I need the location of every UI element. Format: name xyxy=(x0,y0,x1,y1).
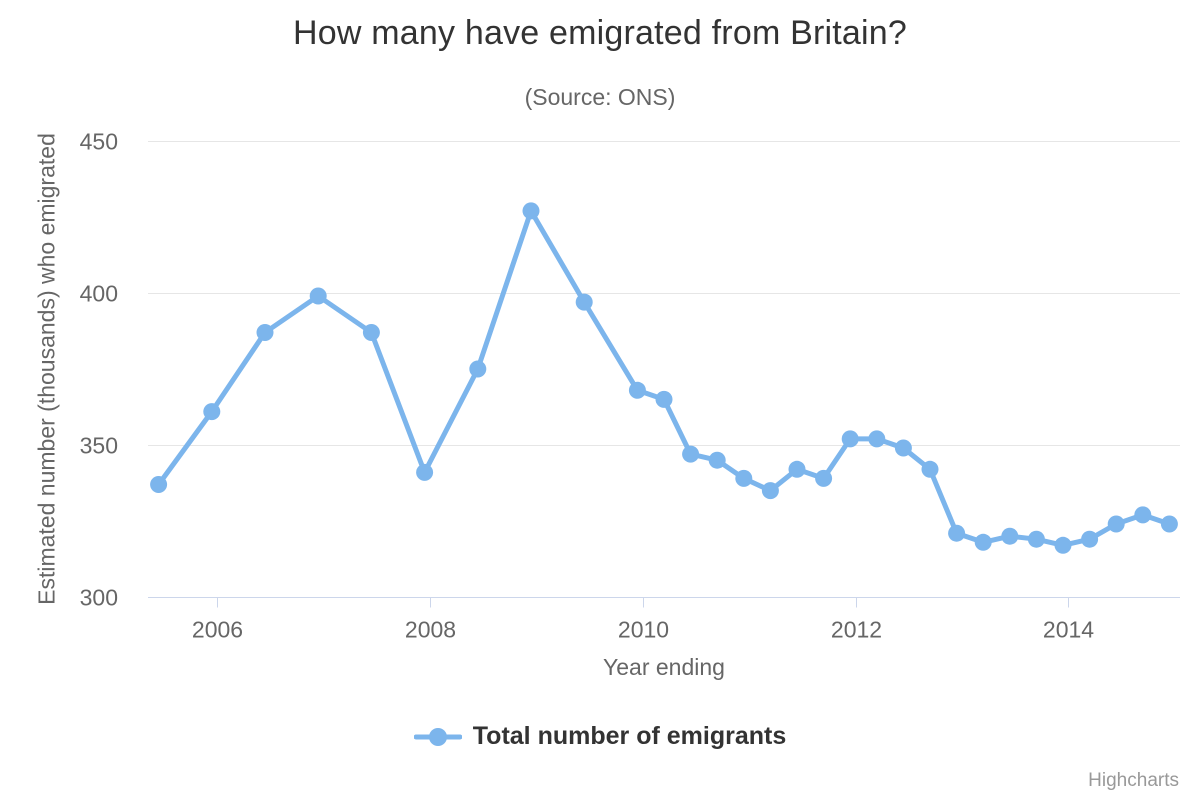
x-axis-title: Year ending xyxy=(603,654,725,680)
series-line xyxy=(156,208,1172,548)
y-axis-tick-label: 350 xyxy=(80,433,118,459)
data-point-marker[interactable] xyxy=(628,381,646,399)
x-axis-tick-label: 2006 xyxy=(192,617,243,643)
data-point-marker[interactable] xyxy=(921,460,939,478)
data-point-marker[interactable] xyxy=(416,463,434,481)
data-point-marker[interactable] xyxy=(841,430,859,448)
y-axis-tick-label: 300 xyxy=(80,585,118,611)
data-point-marker[interactable] xyxy=(362,324,380,341)
data-point-marker[interactable] xyxy=(1107,515,1125,533)
x-axis-tick-label: 2012 xyxy=(831,617,882,643)
data-point-marker[interactable] xyxy=(815,469,833,487)
data-point-marker[interactable] xyxy=(682,445,700,463)
data-point-marker[interactable] xyxy=(1160,515,1178,533)
data-point-marker[interactable] xyxy=(974,533,992,551)
data-point-marker[interactable] xyxy=(708,451,726,469)
data-point-marker[interactable] xyxy=(868,430,886,448)
data-point-marker[interactable] xyxy=(203,403,221,421)
legend-item[interactable]: Total number of emigrants xyxy=(0,722,1200,751)
x-axis-tick-label: 2008 xyxy=(405,617,456,643)
highcharts-credits-link[interactable]: Highcharts xyxy=(1088,770,1179,791)
x-axis-tick-label: 2014 xyxy=(1043,617,1094,643)
data-point-marker[interactable] xyxy=(735,469,753,487)
data-point-marker[interactable] xyxy=(150,476,168,493)
data-point-marker[interactable] xyxy=(1081,530,1099,548)
data-point-marker[interactable] xyxy=(469,360,487,378)
legend-label: Total number of emigrants xyxy=(472,722,787,750)
legend-series-marker-icon xyxy=(413,727,462,746)
x-axis-tick-label: 2010 xyxy=(618,617,669,643)
chart-subtitle: (Source: ONS) xyxy=(524,84,676,110)
data-point-marker[interactable] xyxy=(309,287,327,305)
data-point-marker[interactable] xyxy=(655,390,673,408)
data-point-marker[interactable] xyxy=(894,439,912,457)
data-point-marker[interactable] xyxy=(948,524,966,542)
chart-title: How many have emigrated from Britain? xyxy=(293,14,907,52)
data-point-marker[interactable] xyxy=(256,324,274,341)
data-point-marker[interactable] xyxy=(1054,536,1072,554)
data-point-marker[interactable] xyxy=(1001,527,1019,545)
data-point-marker[interactable] xyxy=(788,460,806,478)
y-axis-tick-label: 400 xyxy=(80,281,118,307)
data-point-marker[interactable] xyxy=(1027,530,1045,548)
data-point-marker[interactable] xyxy=(761,482,779,500)
data-point-marker[interactable] xyxy=(522,202,540,220)
data-point-marker[interactable] xyxy=(1134,506,1152,524)
data-point-marker[interactable] xyxy=(575,293,593,311)
y-axis-tick-label: 450 xyxy=(80,129,118,155)
